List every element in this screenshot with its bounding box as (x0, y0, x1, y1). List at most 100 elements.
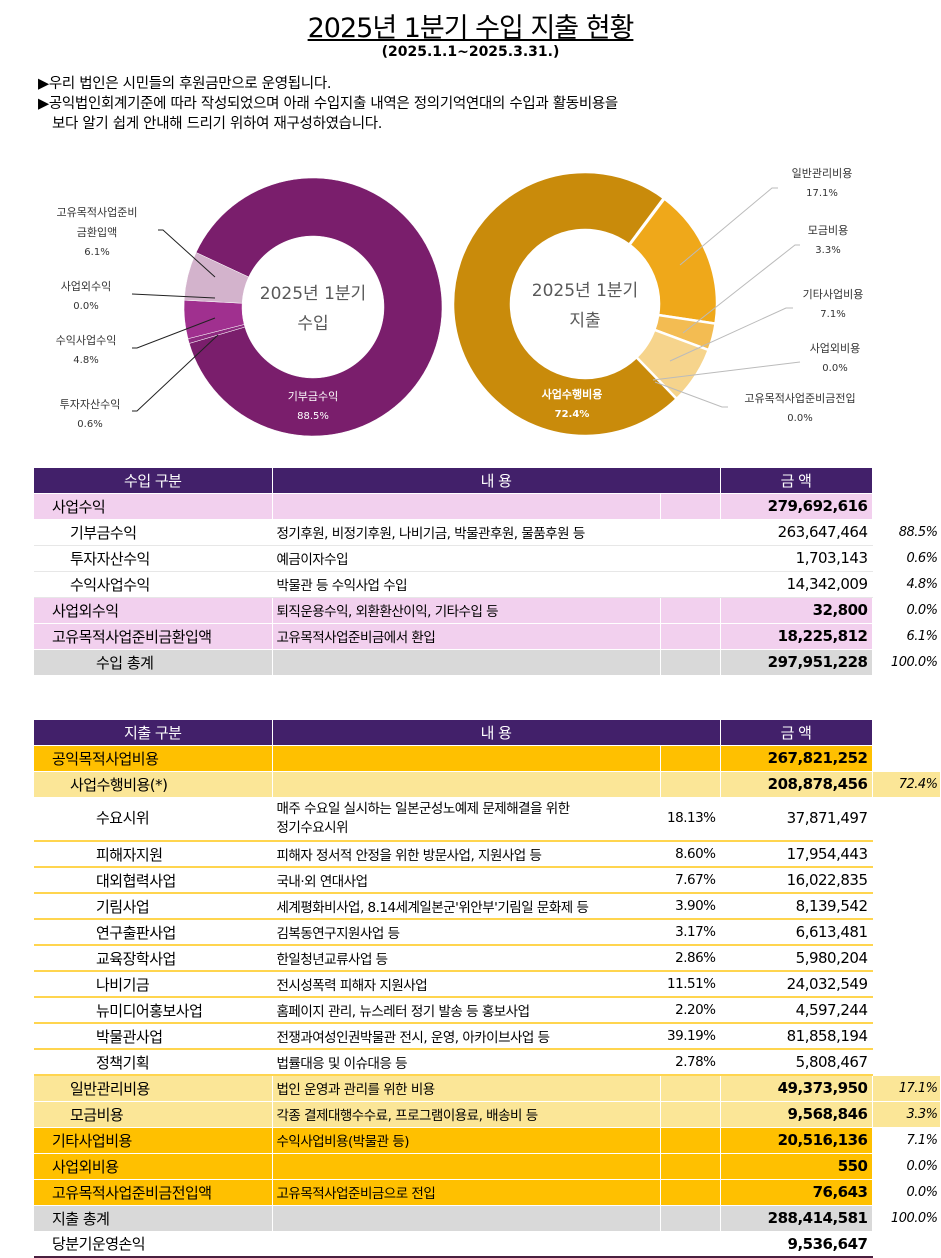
table-row: 수익사업수익 박물관 등 수익사업 수입 14,342,009 4.8% (34, 571, 941, 598)
slice-label: 수익사업수익 (56, 334, 117, 347)
slice-label: 사업수행비용 (542, 387, 603, 401)
slice-percent: 0.0% (787, 413, 812, 424)
table-row: 박물관사업 전쟁과여성인권박물관 전시, 운영, 아카이브사업 등 39.19% 81… (34, 1023, 941, 1050)
donut-center-label: 2025년 1분기 (532, 281, 638, 301)
slice-label: 금환입액 (77, 226, 117, 239)
row-share (660, 1075, 721, 1102)
row-amount: 76,643 (720, 1179, 873, 1206)
table-row: 일반관리비용 법인 운영과 관리를 위한 비용 49,373,950 17.1% (34, 1075, 941, 1102)
row-ratio: 100.0% (872, 1205, 941, 1232)
table-row: 공익목적사업비용 267,821,252 (34, 745, 941, 772)
row-share: 7.67% (660, 867, 721, 894)
row-content: 홈페이지 관리, 뉴스레터 정기 발송 등 홍보사업 (272, 997, 661, 1024)
row-content: 퇴직운용수익, 외환환산이익, 기타수입 등 (272, 597, 661, 624)
row-share: 18.13% (660, 797, 721, 842)
row-ratio: 17.1% (872, 1075, 941, 1102)
row-amount: 81,858,194 (720, 1023, 873, 1050)
slice-label: 모금비용 (808, 224, 848, 237)
row-category: 사업수행비용(*) (34, 771, 273, 798)
table-row: 기타사업비용 수익사업비용(박물관 등) 20,516,136 7.1% (34, 1127, 941, 1154)
row-category: 수익사업수익 (34, 571, 273, 598)
intro-text: ▶우리 법인은 시민들의 후원금만으로 운영됩니다. ▶공익법인회계기준에 따라… (38, 74, 618, 134)
row-amount: 37,871,497 (720, 797, 873, 842)
row-ratio (872, 971, 941, 998)
row-ratio: 72.4% (872, 771, 941, 798)
table-row: 모금비용 각종 결제대행수수료, 프로그램이용료, 배송비 등 9,568,846 3… (34, 1101, 941, 1128)
row-content: 피해자 정서적 안정을 위한 방문사업, 지원사업 등 (272, 841, 661, 868)
row-ratio (872, 997, 941, 1024)
row-content: 고유목적사업준비금으로 전입 (272, 1179, 661, 1206)
leader-line (679, 187, 778, 266)
slice-label: 사업외비용 (810, 342, 861, 355)
row-category: 투자자산수익 (34, 545, 273, 572)
row-ratio (872, 867, 941, 894)
row-share: 39.19% (660, 1023, 721, 1050)
row-ratio (872, 797, 941, 842)
row-content: 각종 결제대행수수료, 프로그램이용료, 배송비 등 (272, 1101, 661, 1128)
row-content: 고유목적사업준비금에서 환입 (272, 623, 661, 650)
row-category: 기타사업비용 (34, 1127, 273, 1154)
row-amount: 49,373,950 (720, 1075, 873, 1102)
slice-percent: 88.5% (297, 411, 329, 422)
row-ratio: 4.8% (872, 571, 941, 598)
row-ratio: 3.3% (872, 1101, 941, 1128)
row-category: 당분기운영손익 (34, 1231, 273, 1258)
row-ratio (872, 919, 941, 946)
row-share (660, 1101, 721, 1128)
row-amount: 279,692,616 (720, 493, 873, 520)
table-row: 뉴미디어홍보사업 홈페이지 관리, 뉴스레터 정기 발송 등 홍보사업 2.20% 4… (34, 997, 941, 1024)
row-content (272, 745, 661, 772)
leader-line (132, 334, 219, 412)
table-row: 사업외수익 퇴직운용수익, 외환환산이익, 기타수입 등 32,800 0.0% (34, 597, 941, 624)
row-category: 기림사업 (34, 893, 273, 920)
row-category: 공익목적사업비용 (34, 745, 273, 772)
row-amount: 9,536,647 (720, 1231, 873, 1258)
row-share (660, 649, 721, 676)
row-ratio: 88.5% (872, 519, 941, 546)
leader-line (132, 317, 216, 349)
row-content (272, 1153, 661, 1180)
table-row: 수입 총계 297,951,228 100.0% (34, 649, 941, 676)
row-ratio: 6.1% (872, 623, 941, 650)
page-title: 2025년 1분기 수입 지출 현황 (307, 13, 635, 44)
row-content: 박물관 등 수익사업 수입 (272, 571, 661, 598)
table-row: 대외협력사업 국내·외 연대사업 7.67% 16,022,835 (34, 867, 941, 894)
row-ratio: 0.0% (872, 1153, 941, 1180)
table-row: 정책기획 법률대응 및 이슈대응 등 2.78% 5,808,467 (34, 1049, 941, 1076)
row-content (272, 771, 661, 798)
row-category: 수요시위 (34, 797, 273, 842)
row-category: 피해자지원 (34, 841, 273, 868)
row-content (272, 493, 661, 520)
header-blank (872, 468, 941, 494)
row-amount: 550 (720, 1153, 873, 1180)
row-category: 대외협력사업 (34, 867, 273, 894)
row-content: 전쟁과여성인권박물관 전시, 운영, 아카이브사업 등 (272, 1023, 661, 1050)
row-ratio (872, 1231, 941, 1258)
row-share: 3.17% (660, 919, 721, 946)
table-row: 당분기운영손익 9,536,647 (34, 1231, 941, 1258)
row-share: 8.60% (660, 841, 721, 868)
slice-label: 투자자산수익 (60, 398, 121, 411)
row-ratio (872, 745, 941, 772)
table-row: 피해자지원 피해자 정서적 안정을 위한 방문사업, 지원사업 등 8.60% 17,… (34, 841, 941, 868)
row-content (272, 649, 661, 676)
row-amount: 14,342,009 (720, 571, 873, 598)
row-ratio (872, 841, 941, 868)
leader-line (131, 293, 216, 299)
donut-center-label: 지출 (569, 311, 600, 331)
donut-center-label: 2025년 1분기 (260, 284, 366, 304)
slice-percent: 72.4% (555, 409, 590, 420)
row-category: 교육장학사업 (34, 945, 273, 972)
row-amount: 20,516,136 (720, 1127, 873, 1154)
row-content: 정기후원, 비정기후원, 나비기금, 박물관후원, 물품후원 등 (272, 519, 661, 546)
row-category: 고유목적사업준비금환입액 (34, 623, 273, 650)
row-share: 2.86% (660, 945, 721, 972)
intro-line: ▶우리 법인은 시민들의 후원금만으로 운영됩니다. (38, 76, 332, 92)
row-amount: 5,980,204 (720, 945, 873, 972)
slice-label: 기타사업비용 (803, 288, 864, 301)
